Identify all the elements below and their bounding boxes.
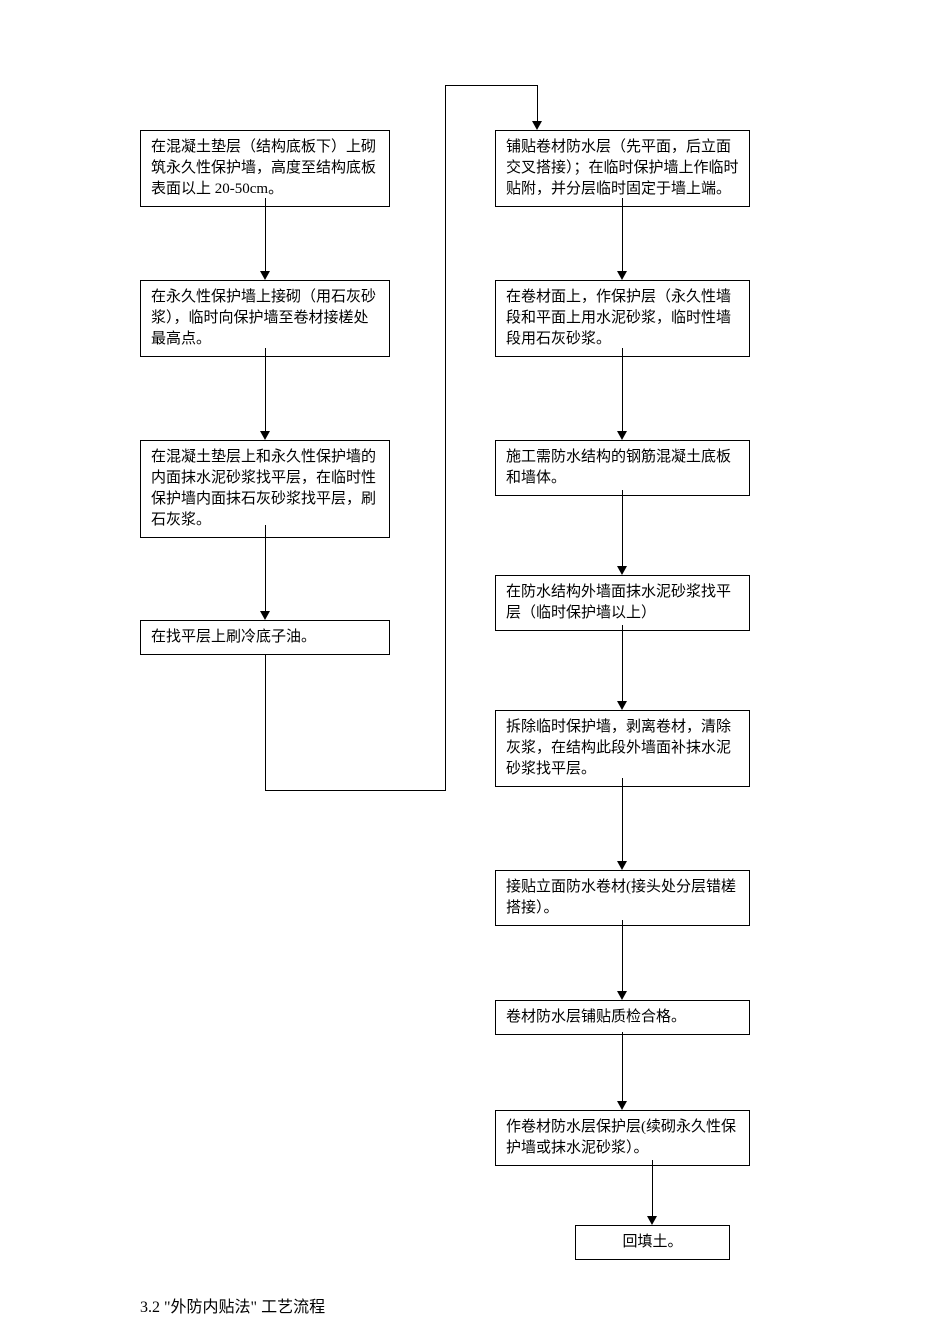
flow-box-l3: 在混凝土垫层上和永久性保护墙的内面抹水泥砂浆找平层，在临时性保护墙内面抹石灰砂浆…	[140, 440, 390, 538]
connector	[265, 525, 266, 612]
flow-text: 作卷材防水层保护层(续砌永久性保护墙或抹水泥砂浆）。	[506, 1119, 736, 1156]
figure-caption: 3.2 "外防内贴法" 工艺流程	[140, 1293, 325, 1317]
arrow-down-icon	[532, 121, 542, 130]
arrow-down-icon	[260, 431, 270, 440]
flow-text: 施工需防水结构的钢筋混凝土底板和墙体。	[506, 449, 731, 486]
arrow-down-icon	[647, 1216, 657, 1225]
connector	[622, 778, 623, 862]
flow-text: 接贴立面防水卷材(接头处分层错槎搭接）。	[506, 879, 736, 916]
flow-text: 在混凝土垫层（结构底板下）上砌筑永久性保护墙，高度至结构底板表面以上 20-50…	[151, 139, 376, 197]
flow-box-l4: 在找平层上刷冷底子油。	[140, 620, 390, 655]
flow-box-r7: 卷材防水层铺贴质检合格。	[495, 1000, 750, 1035]
caption-text: 3.2 "外防内贴法" 工艺流程	[140, 1299, 325, 1316]
flow-box-r9: 回填土。	[575, 1225, 730, 1260]
connector	[622, 625, 623, 702]
connector	[265, 348, 266, 432]
flow-box-l1: 在混凝土垫层（结构底板下）上砌筑永久性保护墙，高度至结构底板表面以上 20-50…	[140, 130, 390, 207]
connector	[265, 790, 446, 791]
flow-text: 在卷材面上，作保护层（永久性墙段和平面上用水泥砂浆，临时性墙段用石灰砂浆。	[506, 289, 731, 347]
arrow-down-icon	[617, 1101, 627, 1110]
flow-text: 在找平层上刷冷底子油。	[151, 629, 316, 645]
arrow-down-icon	[617, 991, 627, 1000]
flow-text: 在防水结构外墙面抹水泥砂浆找平层（临时保护墙以上）	[506, 584, 731, 621]
connector	[622, 920, 623, 992]
flow-box-r6: 接贴立面防水卷材(接头处分层错槎搭接）。	[495, 870, 750, 926]
flow-box-r3: 施工需防水结构的钢筋混凝土底板和墙体。	[495, 440, 750, 496]
connector	[652, 1160, 653, 1217]
flow-text: 铺贴卷材防水层（先平面，后立面交叉搭接）；在临时保护墙上作临时贴附，并分层临时固…	[506, 139, 739, 197]
connector	[537, 85, 538, 122]
arrow-down-icon	[260, 271, 270, 280]
center-divider-line	[445, 85, 446, 790]
flow-text: 在永久性保护墙上接砌（用石灰砂浆），临时向保护墙至卷材接槎处最高点。	[151, 289, 376, 347]
connector	[622, 490, 623, 567]
connector	[445, 85, 537, 86]
arrow-down-icon	[617, 861, 627, 870]
flow-box-r2: 在卷材面上，作保护层（永久性墙段和平面上用水泥砂浆，临时性墙段用石灰砂浆。	[495, 280, 750, 357]
arrow-down-icon	[617, 566, 627, 575]
flow-box-r8: 作卷材防水层保护层(续砌永久性保护墙或抹水泥砂浆）。	[495, 1110, 750, 1166]
arrow-down-icon	[260, 611, 270, 620]
connector	[265, 198, 266, 272]
arrow-down-icon	[617, 431, 627, 440]
flow-text: 卷材防水层铺贴质检合格。	[506, 1009, 686, 1025]
flow-box-r5: 拆除临时保护墙，剥离卷材，清除灰浆，在结构此段外墙面补抹水泥砂浆找平层。	[495, 710, 750, 787]
flow-box-r4: 在防水结构外墙面抹水泥砂浆找平层（临时保护墙以上）	[495, 575, 750, 631]
connector	[622, 348, 623, 432]
connector	[265, 654, 266, 790]
arrow-down-icon	[617, 701, 627, 710]
flow-text: 在混凝土垫层上和永久性保护墙的内面抹水泥砂浆找平层，在临时性保护墙内面抹石灰砂浆…	[151, 449, 376, 528]
flow-box-r1: 铺贴卷材防水层（先平面，后立面交叉搭接）；在临时保护墙上作临时贴附，并分层临时固…	[495, 130, 750, 207]
connector	[622, 1032, 623, 1102]
flow-text: 回填土。	[622, 1234, 682, 1250]
connector	[622, 198, 623, 272]
flow-text: 拆除临时保护墙，剥离卷材，清除灰浆，在结构此段外墙面补抹水泥砂浆找平层。	[506, 719, 731, 777]
arrow-down-icon	[617, 271, 627, 280]
flow-box-l2: 在永久性保护墙上接砌（用石灰砂浆），临时向保护墙至卷材接槎处最高点。	[140, 280, 390, 357]
